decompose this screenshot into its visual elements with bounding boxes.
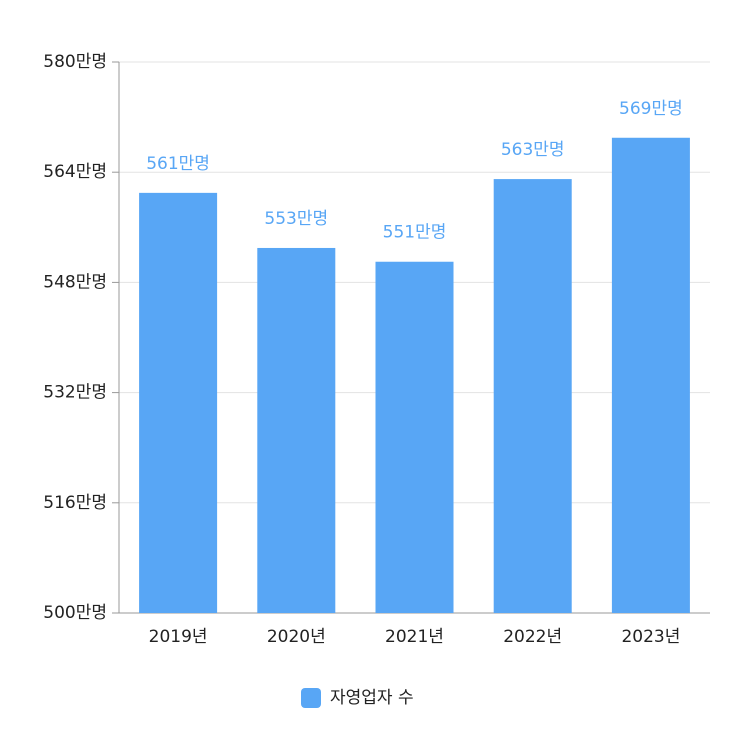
bar (375, 261, 454, 613)
x-tick-label: 2021년 (385, 627, 444, 647)
bar (257, 247, 336, 613)
legend-swatch (301, 688, 321, 708)
legend-label: 자영업자 수 (330, 688, 414, 708)
x-tick-label: 2022년 (503, 627, 562, 647)
value-label: 553만명 (264, 209, 328, 229)
y-tick-label: 548만명 (43, 272, 107, 292)
value-label: 551만명 (383, 223, 447, 243)
y-tick-label: 564만명 (43, 162, 107, 182)
x-tick-label: 2020년 (267, 627, 326, 647)
x-tick-label: 2019년 (149, 627, 208, 647)
bar (611, 137, 690, 613)
y-tick-label: 580만명 (43, 52, 107, 72)
x-tick-label: 2023년 (621, 627, 680, 647)
y-tick-label: 500만명 (43, 603, 107, 623)
y-tick-label: 516만명 (43, 493, 107, 513)
value-label: 561만명 (146, 154, 210, 174)
value-label: 563만명 (501, 140, 565, 160)
value-label: 569만명 (619, 99, 683, 119)
bar (139, 192, 218, 614)
y-tick-label: 532만명 (43, 383, 107, 403)
bar (493, 179, 572, 613)
